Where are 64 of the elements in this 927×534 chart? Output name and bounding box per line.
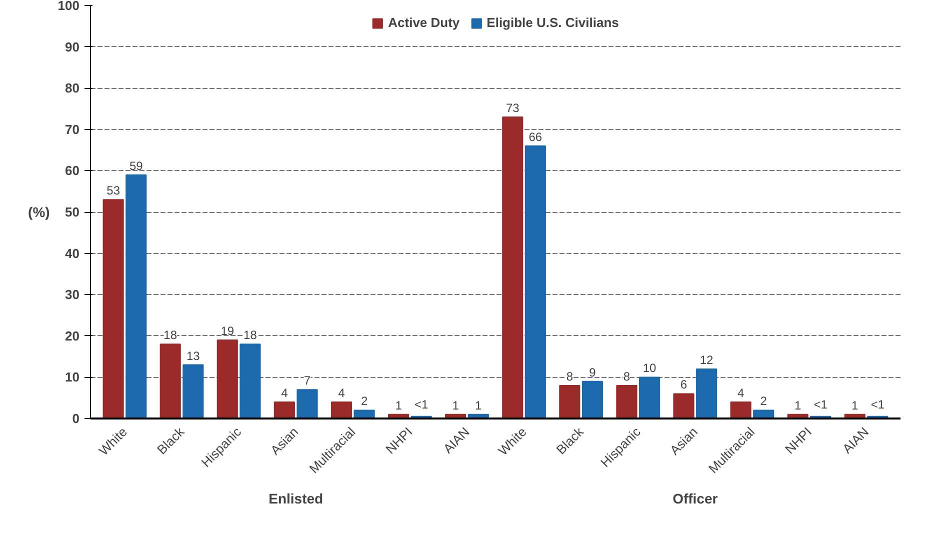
data-label: 12 [700,352,714,367]
data-label: 9 [589,365,596,380]
data-label: 7 [304,374,311,388]
data-label: 18 [164,328,178,342]
bar [240,344,261,418]
bar [582,380,604,418]
data-label: 6 [680,378,688,392]
data-label: 18 [244,328,258,342]
bar [126,174,147,418]
y-tick-label: 60 [65,163,80,178]
y-tick-label: 50 [65,204,80,220]
legend-label: Eligible U.S. Civilians [486,15,619,30]
data-label: 4 [281,386,288,400]
data-label: 1 [794,398,802,412]
y-tick-label: 20 [65,328,80,344]
bar [696,368,718,418]
y-tick-label: 100 [58,0,80,13]
y-axis-title: (%) [28,204,50,220]
bar [502,116,524,418]
data-label: 1 [852,398,859,412]
bar [354,410,375,418]
data-label: <1 [414,397,429,412]
text: Officer [672,490,718,506]
data-label: 10 [642,361,657,376]
y-tick-label: 30 [65,287,80,302]
y-tick-label: 90 [65,39,80,54]
data-label: 1 [452,398,460,412]
data-label: 59 [129,158,144,173]
bar [296,389,318,418]
y-tick-label: 80 [65,80,80,96]
bar [638,376,660,418]
bar [673,393,694,418]
data-label: <1 [814,397,828,412]
data-label: <1 [870,397,885,412]
data-label: 1 [475,398,482,412]
bar [102,199,124,418]
data-label: 66 [528,130,542,144]
data-label: 2 [360,394,368,408]
y-tick-label: 70 [65,122,80,137]
data-label: 13 [186,348,200,363]
y-tick-label: 40 [65,246,80,261]
bar [524,145,546,418]
bar [160,344,181,418]
bar [274,401,295,418]
data-label: 73 [506,101,520,116]
bar [216,340,238,418]
data-label: 53 [106,184,120,198]
bar [182,364,204,418]
text: Enlisted [268,490,324,506]
data-label: 4 [338,386,346,400]
data-label: 8 [623,369,630,384]
y-tick-label: 0 [72,411,80,426]
bar [616,384,638,418]
bar [753,410,774,418]
bar [559,384,580,418]
bar [730,401,752,418]
data-label: 19 [220,324,234,338]
bar [330,401,352,418]
legend-label: Active Duty [388,15,460,30]
y-tick-label: 10 [65,370,80,385]
data-label: 4 [737,386,744,400]
data-label: 8 [566,369,574,384]
data-label: 1 [395,398,402,412]
data-label: 2 [760,394,768,408]
